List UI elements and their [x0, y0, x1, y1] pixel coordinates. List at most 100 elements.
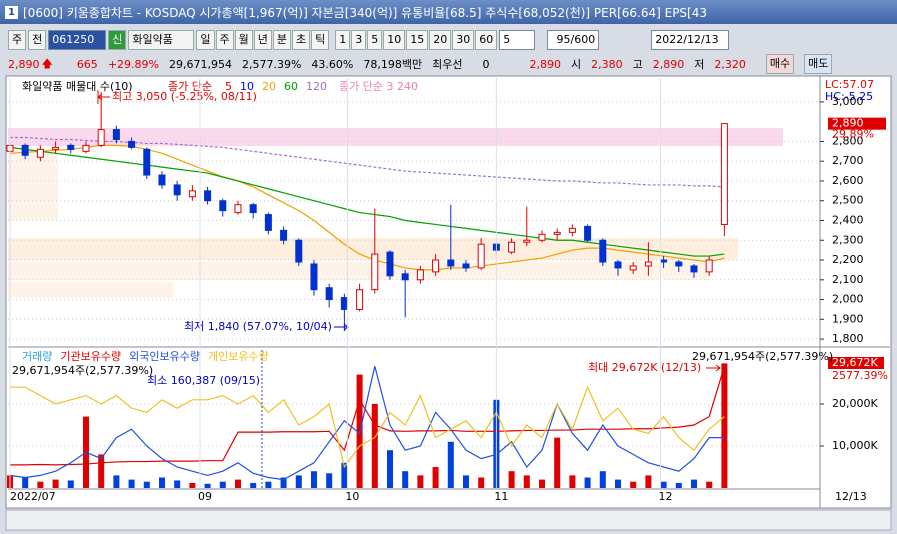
volume-bar	[265, 481, 272, 488]
current-volume-box	[828, 357, 884, 369]
candle-body	[386, 251, 394, 277]
candle-body	[173, 184, 181, 196]
volume-profile	[8, 128, 783, 146]
interval-button[interactable]: 60	[475, 30, 498, 50]
candle-body	[462, 263, 470, 269]
candle-body	[705, 259, 713, 273]
candle-body	[416, 269, 424, 281]
intervals: 1 3 5 10 15 20 30 60	[335, 30, 498, 50]
interval-button[interactable]: 3	[351, 30, 367, 50]
volume-bar	[280, 477, 287, 488]
low: 2,320	[714, 57, 746, 71]
candle-body	[599, 239, 607, 263]
count[interactable]: 95/600	[547, 30, 600, 50]
interval-button[interactable]: 15	[406, 30, 429, 50]
period-button[interactable]: 년	[253, 30, 272, 50]
volume-profile	[8, 262, 708, 280]
rate: +29.89%	[107, 57, 159, 71]
x-tick-label: 2022/07	[10, 490, 56, 503]
y-tick-label: 2,300	[832, 233, 864, 246]
legend-label: 종가 단순	[168, 80, 212, 93]
ratio: 43.60%	[311, 57, 354, 71]
volume-bar	[660, 481, 667, 488]
candle-body	[295, 239, 303, 263]
candle-body	[553, 231, 561, 235]
candle-body	[21, 144, 29, 156]
stock-name: 화일약품	[128, 30, 195, 50]
volume-bar	[584, 477, 591, 488]
candle-body	[97, 129, 105, 146]
buy-button[interactable]: 매수	[765, 54, 795, 74]
annotation-arrow	[334, 323, 349, 331]
volume-bar	[37, 481, 44, 488]
legend-entry: 기관보유수량	[60, 350, 121, 363]
high-label: 고	[632, 58, 643, 71]
interval-button[interactable]: 20	[429, 30, 452, 50]
price: 2,890	[8, 57, 40, 71]
period-button[interactable]: 월	[234, 30, 253, 50]
volume-bar	[478, 477, 485, 488]
current-rate: 29.89%	[832, 128, 874, 141]
candle-body	[82, 144, 90, 152]
new-tag: 신	[108, 30, 127, 50]
lc-label: LC:57.07	[825, 78, 874, 91]
period-button[interactable]: 틱	[311, 30, 330, 50]
y-tick-label: 1,900	[832, 312, 864, 325]
volume-bar	[386, 450, 393, 488]
candle-body	[401, 273, 409, 281]
amount: 78,198백만	[363, 58, 423, 71]
volume-bar	[569, 475, 576, 488]
legend-entry: 거래량	[22, 350, 52, 363]
change: 665	[76, 57, 98, 71]
scope[interactable]: 전	[28, 30, 47, 50]
period-button[interactable]: 주	[215, 30, 234, 50]
annotation: 29,671,954주(2,577.39%)	[12, 364, 153, 377]
interval-button[interactable]: 5	[367, 30, 383, 50]
code-input[interactable]: 061250	[48, 30, 107, 50]
series-line	[9, 146, 725, 257]
volume-profile	[8, 238, 738, 260]
candle-body	[67, 144, 75, 150]
kind[interactable]: 주	[8, 30, 27, 50]
volume-bar	[523, 475, 530, 488]
period-button[interactable]: 분	[272, 30, 291, 50]
period-button[interactable]: 초	[292, 30, 311, 50]
candle-body	[614, 261, 622, 269]
annotation-arrow	[706, 364, 721, 372]
interval-button[interactable]: 30	[452, 30, 475, 50]
current-price: 2,890	[832, 117, 864, 130]
date-input[interactable]: 2022/12/13	[651, 30, 730, 50]
best-label: 최우선	[432, 58, 463, 71]
period-button[interactable]: 일	[196, 30, 215, 50]
sell-button[interactable]: 매도	[804, 54, 833, 74]
volume-bar	[493, 399, 500, 488]
interval-button[interactable]: 1	[335, 30, 351, 50]
legend-entry: 개인보유수량	[208, 350, 269, 363]
volume-bar	[599, 471, 606, 488]
candle-body	[477, 243, 485, 269]
volume-bar	[706, 481, 713, 488]
annotation: 29,671,954주(2,577.39%)	[692, 350, 833, 363]
candle-body	[568, 227, 576, 233]
interval-input[interactable]: 5	[499, 30, 536, 50]
scrollbar	[5, 509, 892, 531]
volume-bar	[417, 475, 424, 488]
y-tick-label: 10,000K	[832, 439, 878, 452]
x-tick-label: 11	[494, 490, 508, 503]
candle-body	[249, 204, 257, 214]
volume-bar	[295, 475, 302, 488]
interval-button[interactable]: 10	[383, 30, 406, 50]
candle-body	[234, 204, 242, 214]
up-arrow: 🡅	[41, 56, 53, 70]
y-tick-label: 2,100	[832, 273, 864, 286]
volume-bar	[341, 462, 348, 488]
y-tick-label: 1,800	[832, 332, 864, 345]
candle-body	[219, 200, 227, 212]
volume-bar	[113, 475, 120, 488]
high: 2,890	[652, 57, 685, 71]
x-tick-label: 12	[659, 490, 673, 503]
series-line	[9, 385, 725, 469]
chart-frame	[5, 75, 892, 509]
